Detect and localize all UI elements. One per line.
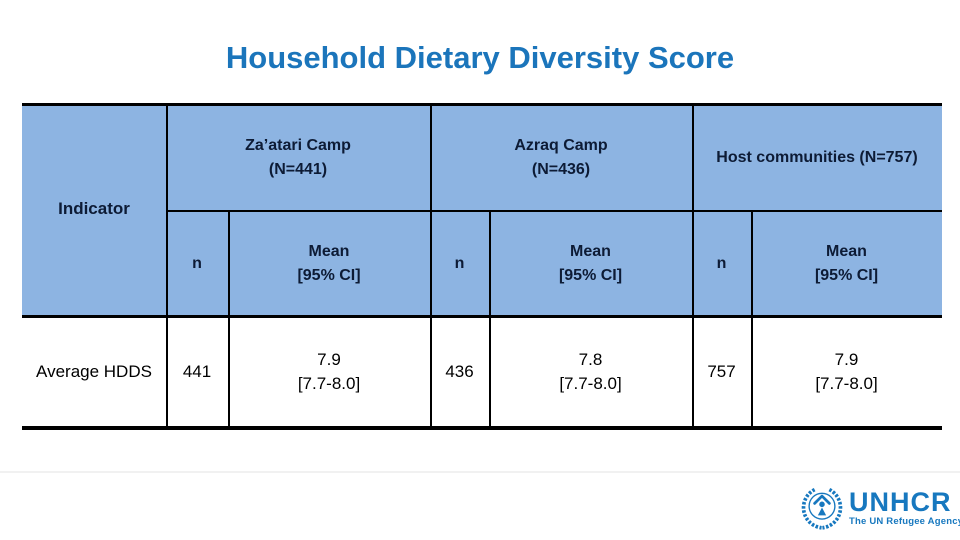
table-border-header-bottom [22, 315, 942, 318]
ci-value: [7.7-8.0] [559, 374, 622, 393]
table-vline-5 [692, 103, 694, 430]
mean-label: Mean [308, 243, 350, 261]
unhcr-emblem-icon [801, 487, 843, 530]
unhcr-wordmark: UNHCR [849, 486, 952, 517]
ci-value: [7.7-8.0] [815, 374, 878, 393]
col-header-mean-azraq: Mean [95% CI] [489, 212, 692, 315]
group-header-azraq-name: Azraq Camp [514, 137, 608, 155]
ci-label: [95% CI] [558, 266, 623, 284]
col-header-n-host: n [716, 254, 727, 272]
table-border-top [22, 103, 942, 106]
table-vline-2 [228, 210, 230, 430]
table-header-divider [166, 210, 942, 212]
indicator-header-cell: Indicator [58, 198, 130, 218]
table-vline-1 [166, 103, 168, 430]
footer-divider [0, 471, 960, 473]
unhcr-tagline: The UN Refugee Agency [849, 515, 960, 527]
group-header-host: Host communities (N=757) [692, 105, 942, 210]
col-header-mean-zaatari: Mean [95% CI] [228, 212, 430, 315]
group-header-zaatari-name: Za’atari Camp [245, 137, 351, 155]
mean-value: 7.8 [578, 350, 603, 370]
ci-value: [7.7-8.0] [297, 374, 361, 393]
mean-value: 7.9 [317, 350, 341, 370]
col-header-n-azraq: n [454, 254, 465, 272]
unhcr-logo-text: UNHCR The UN Refugee Agency [849, 486, 960, 527]
mean-value: 7.9 [834, 350, 859, 370]
group-header-host-name: Host communities (N=757) [716, 148, 918, 166]
mean-label: Mean [826, 243, 867, 261]
table-border-bottom [22, 426, 942, 430]
ci-label: [95% CI] [297, 266, 361, 284]
table-vline-4 [489, 210, 491, 430]
ci-label: [95% CI] [814, 266, 879, 284]
value-n-host: 757 [707, 362, 736, 382]
hdds-table: Indicator Za’atari Camp (N=441) Azraq Ca… [22, 103, 942, 430]
value-mean-host: 7.9 [7.7-8.0] [751, 318, 942, 426]
row-indicator-average-hdds: Average HDDS [36, 362, 152, 382]
group-header-zaatari-n: (N=441) [268, 160, 328, 178]
mean-label: Mean [570, 243, 611, 261]
table-header-background [22, 103, 942, 315]
value-n-azraq: 436 [445, 362, 474, 382]
page-title: Household Dietary Diversity Score [225, 40, 735, 75]
value-mean-azraq: 7.8 [7.7-8.0] [489, 318, 692, 426]
table-vline-3 [430, 103, 432, 430]
unhcr-logo: UNHCR The UN Refugee Agency [799, 485, 960, 531]
group-header-azraq: Azraq Camp (N=436) [430, 105, 692, 210]
group-header-azraq-n: (N=436) [531, 160, 591, 178]
col-header-mean-host: Mean [95% CI] [751, 212, 942, 315]
table-vline-6 [751, 210, 753, 430]
value-n-zaatari: 441 [182, 362, 212, 382]
value-mean-zaatari: 7.9 [7.7-8.0] [228, 318, 430, 426]
group-header-zaatari: Za’atari Camp (N=441) [166, 105, 430, 210]
col-header-n-zaatari: n [192, 254, 202, 272]
